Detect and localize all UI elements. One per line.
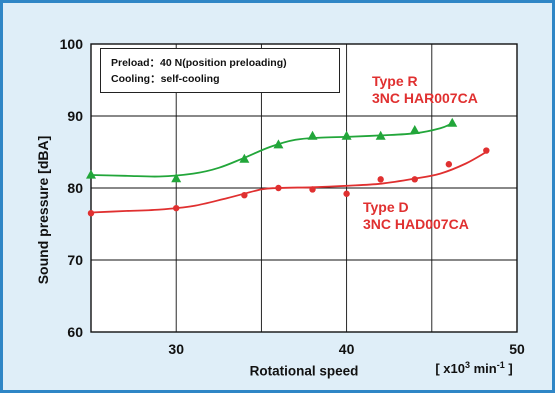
series-label-type-r: Type R 3NC HAR007CA [372,73,478,107]
x-unit-suffix: ] [504,361,513,376]
series-label-type-r-line2: 3NC HAR007CA [372,90,478,106]
data-point-type-r [171,173,182,183]
x-tick-label: 40 [339,341,355,357]
series-label-type-d: Type D 3NC HAD007CA [363,199,469,233]
y-tick-label: 70 [67,252,83,268]
test-conditions-box: Preload：40 N(position preloading) Coolin… [100,48,340,93]
y-axis-label: Sound pressure [dBA] [35,135,51,285]
data-point-type-d [343,190,350,197]
preload-note: Preload：40 N(position preloading) [111,57,287,69]
cooling-note: Cooling：self-cooling [111,73,220,85]
data-point-type-d [411,176,418,183]
x-unit-name-exponent: -1 [496,360,505,370]
data-point-type-r [409,125,420,134]
data-point-type-d [483,147,490,154]
x-axis-label: Rotational speed [249,363,359,379]
y-tick-label: 60 [67,324,83,340]
series-label-type-r-line1: Type R [372,73,418,89]
x-tick-label: 30 [168,341,184,357]
y-tick-label: 90 [67,108,83,124]
data-point-type-d [87,210,95,217]
data-point-type-d [173,204,180,212]
x-unit-name: min [469,361,497,376]
y-tick-label: 80 [67,180,83,196]
data-point-type-d [377,176,384,183]
data-point-type-r [447,117,458,127]
data-point-type-r [273,139,284,149]
x-unit-prefix: [ x10 [435,361,465,376]
y-tick-label: 100 [60,36,84,52]
x-unit-exponent: 3 [464,360,470,370]
x-axis-unit: [ x103 min-1 ] [435,360,512,376]
fit-curve-type-d [90,151,487,214]
series-label-type-d-line1: Type D [363,199,409,215]
x-tick-label: 50 [509,341,525,357]
data-point-type-r [86,169,96,179]
series-label-type-d-line2: 3NC HAD007CA [363,216,469,232]
data-point-type-r [239,153,250,163]
data-point-type-r [375,130,386,140]
plot-border [90,43,518,333]
data-point-type-d [309,186,316,193]
data-point-type-d [275,184,282,192]
data-point-type-d [445,161,453,168]
data-point-type-r [341,130,352,140]
data-point-type-r [307,130,318,140]
data-point-type-d [241,192,248,199]
